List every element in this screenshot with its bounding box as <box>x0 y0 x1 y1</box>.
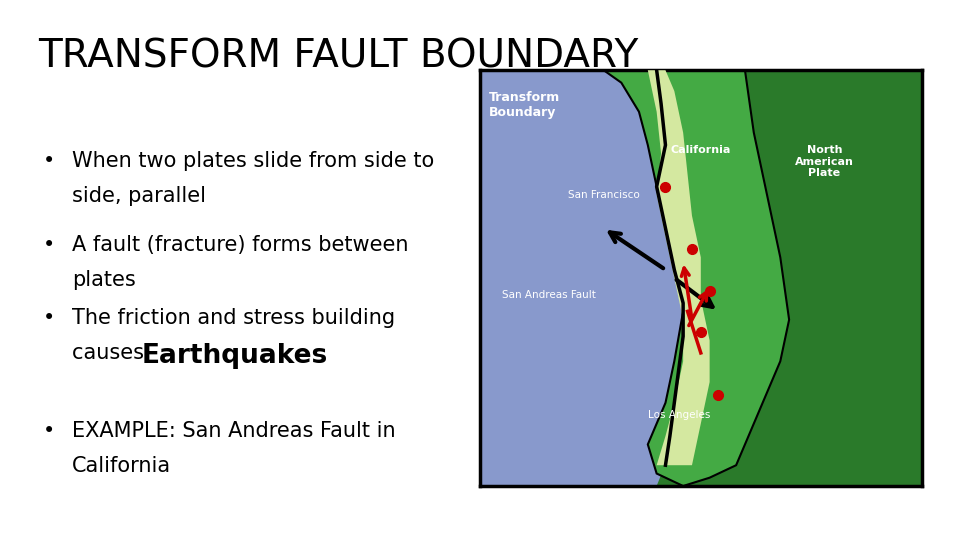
Text: California: California <box>72 456 171 476</box>
Polygon shape <box>648 70 709 465</box>
Text: EXAMPLE: San Andreas Fault in: EXAMPLE: San Andreas Fault in <box>72 421 396 441</box>
Text: California: California <box>671 145 731 155</box>
Text: •: • <box>43 308 56 328</box>
Text: North
American
Plate: North American Plate <box>795 145 853 178</box>
Text: •: • <box>43 421 56 441</box>
Text: causes: causes <box>72 343 151 363</box>
Text: Earthquakes: Earthquakes <box>142 343 328 369</box>
Text: Los Angeles: Los Angeles <box>648 410 709 420</box>
Text: The friction and stress building: The friction and stress building <box>72 308 396 328</box>
Text: San Francisco: San Francisco <box>568 190 640 200</box>
Text: Transform
Boundary: Transform Boundary <box>489 91 560 119</box>
Text: side, parallel: side, parallel <box>72 186 206 206</box>
Polygon shape <box>657 70 922 486</box>
Text: •: • <box>43 151 56 171</box>
Text: When two plates slide from side to: When two plates slide from side to <box>72 151 434 171</box>
Polygon shape <box>604 70 789 486</box>
Text: plates: plates <box>72 270 135 290</box>
Text: San Andreas Fault: San Andreas Fault <box>502 290 596 300</box>
Text: TRANSFORM FAULT BOUNDARY: TRANSFORM FAULT BOUNDARY <box>38 38 638 76</box>
Text: •: • <box>43 235 56 255</box>
Text: A fault (fracture) forms between: A fault (fracture) forms between <box>72 235 409 255</box>
